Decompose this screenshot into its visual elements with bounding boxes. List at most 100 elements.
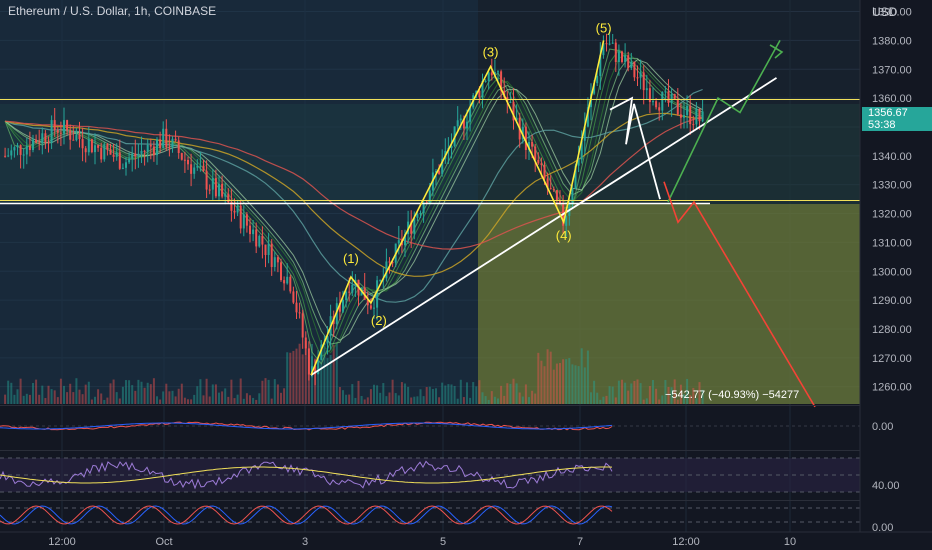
candle-body[interactable]: [128, 158, 131, 163]
candle-body[interactable]: [56, 130, 59, 133]
candle-body[interactable]: [648, 88, 651, 103]
bearish-projection[interactable]: [663, 181, 816, 408]
candle-body[interactable]: [580, 140, 583, 160]
candle-body[interactable]: [13, 147, 16, 151]
candle-body[interactable]: [478, 90, 481, 98]
candle-body[interactable]: [214, 178, 217, 197]
candle-body[interactable]: [438, 171, 441, 174]
candle-body[interactable]: [686, 106, 689, 116]
candle-body[interactable]: [410, 221, 413, 234]
candle-body[interactable]: [639, 72, 642, 78]
candle-body[interactable]: [289, 276, 292, 292]
candle-body[interactable]: [292, 291, 295, 303]
candle-body[interactable]: [633, 61, 636, 78]
candle-body[interactable]: [521, 126, 524, 140]
candle-body[interactable]: [546, 178, 549, 189]
candle-body[interactable]: [10, 150, 13, 156]
candle-body[interactable]: [261, 235, 264, 245]
candle-body[interactable]: [441, 158, 444, 174]
candle-body[interactable]: [125, 162, 127, 168]
candle-body[interactable]: [208, 189, 211, 191]
candle-body[interactable]: [320, 344, 323, 360]
candle-body[interactable]: [252, 229, 255, 235]
candle-body[interactable]: [87, 139, 90, 153]
candle-body[interactable]: [137, 153, 140, 157]
candle-body[interactable]: [143, 150, 146, 152]
candles[interactable]: [4, 30, 704, 386]
candle-body[interactable]: [689, 106, 692, 125]
candle-body[interactable]: [366, 299, 369, 306]
candle-body[interactable]: [22, 154, 25, 156]
candle-body[interactable]: [205, 170, 208, 190]
candle-body[interactable]: [183, 159, 186, 161]
candle-body[interactable]: [35, 139, 38, 143]
candle-body[interactable]: [636, 77, 639, 79]
candle-body[interactable]: [66, 120, 69, 131]
candle-body[interactable]: [661, 91, 664, 111]
candle-body[interactable]: [230, 202, 233, 211]
candle-body[interactable]: [193, 167, 196, 174]
candle-body[interactable]: [698, 108, 701, 122]
candle-body[interactable]: [397, 240, 400, 244]
candle-body[interactable]: [63, 120, 65, 134]
candle-body[interactable]: [369, 305, 372, 309]
candle-body[interactable]: [202, 165, 205, 171]
candle-body[interactable]: [515, 117, 518, 121]
candle-body[interactable]: [118, 152, 121, 169]
candle-body[interactable]: [596, 75, 599, 84]
candle-body[interactable]: [131, 153, 134, 159]
candle-body[interactable]: [574, 165, 577, 189]
candle-body[interactable]: [97, 145, 100, 148]
candle-body[interactable]: [621, 51, 623, 62]
candle-body[interactable]: [255, 229, 258, 247]
candle-body[interactable]: [363, 287, 366, 300]
candle-body[interactable]: [307, 348, 310, 375]
candle-body[interactable]: [171, 138, 174, 148]
candle-body[interactable]: [295, 302, 298, 313]
candle-body[interactable]: [165, 128, 168, 148]
candle-body[interactable]: [190, 164, 193, 174]
candle-body[interactable]: [72, 139, 75, 141]
candle-body[interactable]: [493, 72, 496, 76]
candle-body[interactable]: [245, 214, 248, 226]
projection-white[interactable]: [609, 96, 661, 200]
candle-body[interactable]: [658, 107, 661, 111]
candle-body[interactable]: [32, 139, 34, 150]
candle-body[interactable]: [456, 120, 459, 127]
candle-body[interactable]: [500, 71, 503, 91]
candle-body[interactable]: [391, 262, 394, 264]
candle-body[interactable]: [199, 165, 202, 167]
candle-body[interactable]: [106, 144, 109, 150]
candle-body[interactable]: [69, 130, 72, 140]
candle-body[interactable]: [534, 146, 537, 160]
candle-body[interactable]: [187, 159, 189, 165]
candle-body[interactable]: [608, 43, 611, 45]
candle-body[interactable]: [7, 155, 10, 157]
candle-body[interactable]: [605, 43, 608, 45]
candle-body[interactable]: [156, 139, 158, 156]
candle-body[interactable]: [537, 159, 540, 164]
candle-body[interactable]: [227, 193, 230, 203]
candle-body[interactable]: [94, 145, 96, 153]
candle-body[interactable]: [177, 140, 180, 154]
candle-body[interactable]: [462, 118, 465, 129]
candle-body[interactable]: [652, 101, 654, 103]
candle-body[interactable]: [78, 134, 81, 140]
candle-body[interactable]: [428, 190, 431, 203]
candle-body[interactable]: [280, 262, 282, 281]
candle-body[interactable]: [258, 235, 261, 247]
candle-body[interactable]: [180, 153, 183, 160]
candle-body[interactable]: [552, 189, 555, 191]
candle-body[interactable]: [577, 159, 580, 166]
candle-body[interactable]: [645, 88, 648, 91]
candle-body[interactable]: [115, 152, 118, 157]
candle-body[interactable]: [149, 144, 152, 147]
candle-body[interactable]: [543, 164, 546, 179]
candle-body[interactable]: [345, 291, 348, 301]
elliott-wave-path[interactable]: [310, 40, 605, 376]
candle-body[interactable]: [676, 98, 679, 115]
trendline[interactable]: [310, 77, 777, 376]
candle-body[interactable]: [121, 167, 124, 169]
candle-body[interactable]: [630, 61, 633, 69]
